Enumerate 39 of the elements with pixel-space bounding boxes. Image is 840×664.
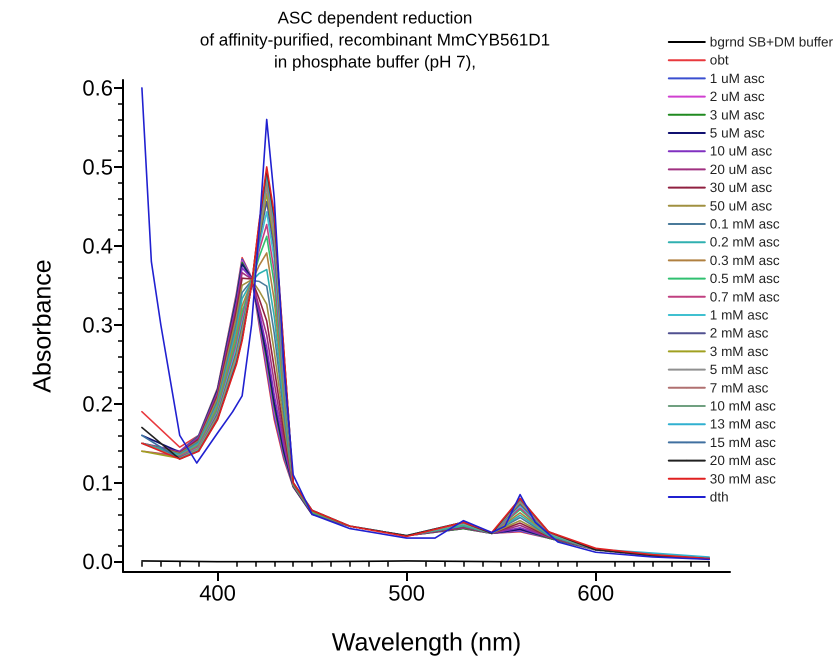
- legend-label: 2 uM asc: [710, 89, 765, 104]
- legend-label: 0.2 mM asc: [710, 234, 780, 250]
- legend-label: 30 mM asc: [710, 471, 776, 486]
- legend-label: 10 uM asc: [710, 144, 772, 159]
- legend-label: bgrnd SB+DM buffer: [710, 34, 834, 50]
- y-axis-title: Absorbance: [28, 259, 56, 393]
- legend-label: 3 uM asc: [710, 107, 765, 122]
- legend-label: 0.1 mM asc: [710, 216, 780, 232]
- legend-label: 20 uM asc: [710, 162, 772, 177]
- x-tick-label: 500: [388, 580, 426, 606]
- legend-label: 0.3 mM asc: [710, 252, 780, 268]
- legend-label: 0.7 mM asc: [710, 289, 780, 304]
- legend-label: 30 uM asc: [710, 180, 772, 196]
- x-axis-title: Wavelength (nm): [332, 628, 522, 656]
- legend-label: 7 mM asc: [710, 380, 769, 396]
- y-tick-label: 0.1: [82, 470, 113, 496]
- legend-label: 0.5 mM asc: [710, 271, 780, 286]
- legend-label: 5 uM asc: [710, 126, 765, 140]
- legend-label: 13 mM asc: [710, 416, 776, 432]
- y-tick-label: 0.6: [82, 75, 113, 100]
- legend-label: obt: [710, 52, 729, 68]
- y-tick-label: 0.3: [82, 312, 113, 338]
- legend-label: 20 mM asc: [710, 453, 776, 468]
- legend-label: 50 uM asc: [710, 198, 772, 214]
- x-tick-label: 400: [199, 580, 236, 606]
- legend-label: 1 mM asc: [710, 308, 769, 322]
- chart-title: ASC dependent reduction of affinity-purified, recombinant MmCYB561D1 in phosphate buffer (pH 7),: [200, 8, 550, 72]
- x-tick-label: 600: [577, 580, 614, 606]
- y-tick-label: 0.2: [82, 391, 113, 416]
- legend-label: 1 uM asc: [710, 70, 765, 86]
- y-tick-label: 0.0: [82, 549, 113, 574]
- y-tick-label: 0.5: [82, 154, 113, 180]
- legend-label: 2 mM asc: [710, 326, 769, 341]
- legend-label: 3 mM asc: [710, 344, 769, 359]
- legend-label: 10 mM asc: [710, 398, 776, 414]
- y-tick-label: 0.4: [82, 233, 113, 258]
- legend-label: dth: [710, 490, 729, 504]
- legend-label: 15 mM asc: [710, 434, 776, 450]
- legend-label: 5 mM asc: [710, 362, 769, 378]
